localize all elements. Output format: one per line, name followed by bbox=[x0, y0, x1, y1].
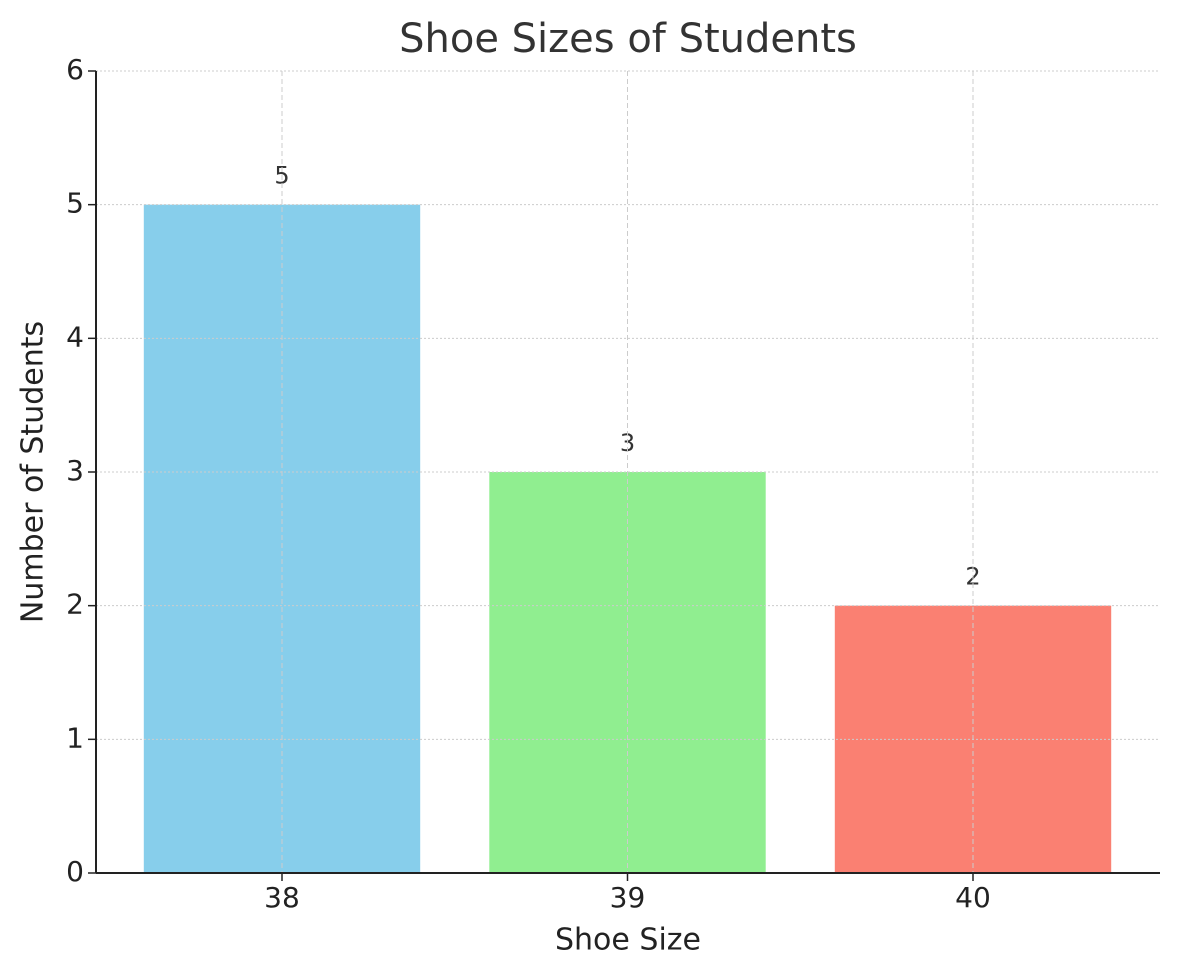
x-axis-label: Shoe Size bbox=[555, 923, 701, 958]
y-tick-label: 1 bbox=[66, 721, 84, 754]
y-tick-label: 0 bbox=[66, 855, 84, 888]
x-tick-label: 39 bbox=[610, 881, 646, 914]
y-tick-label: 4 bbox=[66, 320, 84, 353]
chart-title: Shoe Sizes of Students bbox=[399, 16, 857, 62]
y-tick-label: 2 bbox=[66, 588, 84, 621]
y-tick-label: 5 bbox=[66, 187, 84, 220]
x-tick-label: 40 bbox=[955, 881, 991, 914]
y-tick-label: 6 bbox=[66, 53, 84, 86]
y-tick-label: 3 bbox=[66, 454, 84, 487]
x-tick-label: 38 bbox=[264, 881, 300, 914]
y-axis-label: Number of Students bbox=[16, 321, 51, 623]
